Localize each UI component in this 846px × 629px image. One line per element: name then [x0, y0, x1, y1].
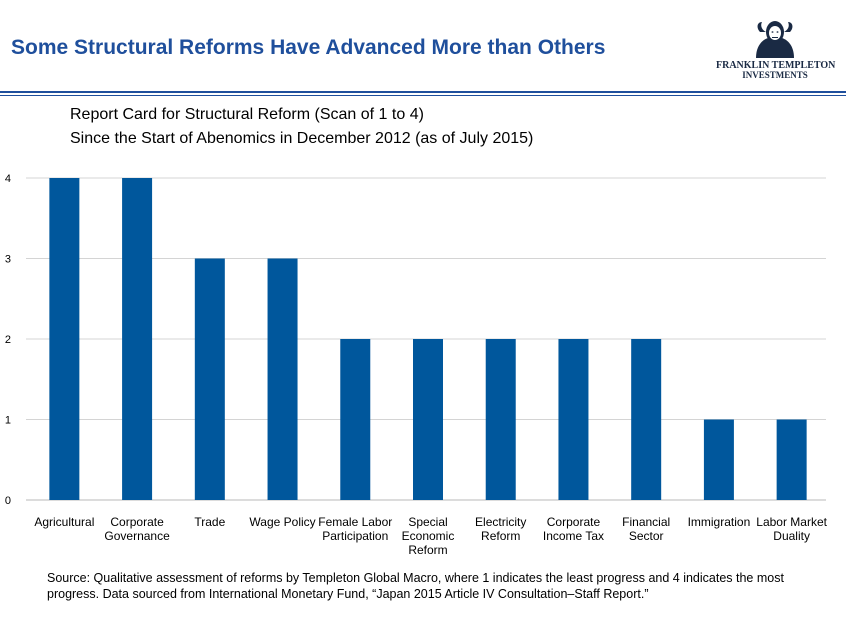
logo-text-line1: FRANKLIN TEMPLETON — [716, 60, 836, 71]
bar — [776, 419, 807, 500]
logo-text-line2: INVESTMENTS — [742, 70, 808, 80]
bar — [485, 339, 516, 500]
bar — [122, 178, 153, 500]
portrait-icon — [756, 21, 794, 58]
y-tick-label: 3 — [5, 254, 11, 266]
header-rule-thin — [0, 95, 846, 96]
x-tick-label: Corporate Income Tax — [543, 515, 604, 543]
chart-subtitle: Since the Start of Abenomics in December… — [70, 130, 534, 147]
header-rule — [0, 91, 846, 93]
x-tick-label: Agricultural — [34, 515, 94, 529]
x-tick-label: Corporate Governance — [104, 515, 170, 543]
y-tick-label: 4 — [5, 173, 11, 185]
x-tick-label: Electricity Reform — [475, 515, 526, 543]
bar — [340, 339, 371, 500]
bar — [558, 339, 589, 500]
source-footnote: Source: Qualitative assessment of reform… — [47, 571, 784, 601]
franklin-templeton-logo: FRANKLIN TEMPLETON INVESTMENTS — [716, 18, 836, 84]
x-tick-label: Trade — [194, 515, 225, 529]
x-tick-label: Special Economic Reform — [402, 515, 455, 557]
chart-bars — [49, 178, 807, 500]
x-axis-labels: Agricultural Corporate Governance Trade Wage… — [34, 515, 827, 557]
bar — [413, 339, 443, 500]
bar — [631, 339, 662, 500]
bar — [703, 419, 734, 500]
y-tick-label: 0 — [5, 495, 11, 507]
bar — [194, 258, 225, 500]
x-tick-label: Immigration — [688, 515, 751, 529]
y-axis-ticks: 0 1 2 3 4 — [5, 173, 11, 507]
x-tick-label: Financial Sector — [622, 515, 670, 543]
x-tick-label: Labor Market Duality — [756, 515, 827, 543]
x-tick-label: Wage Policy — [249, 515, 315, 529]
x-tick-label: Female Labor Participation — [318, 515, 392, 543]
page-title: Some Structural Reforms Have Advanced Mo… — [11, 36, 606, 59]
y-tick-label: 1 — [5, 415, 11, 427]
y-tick-label: 2 — [5, 334, 11, 346]
chart-title: Report Card for Structural Reform (Scan … — [70, 106, 424, 123]
bar — [267, 258, 298, 500]
bar — [49, 178, 80, 500]
